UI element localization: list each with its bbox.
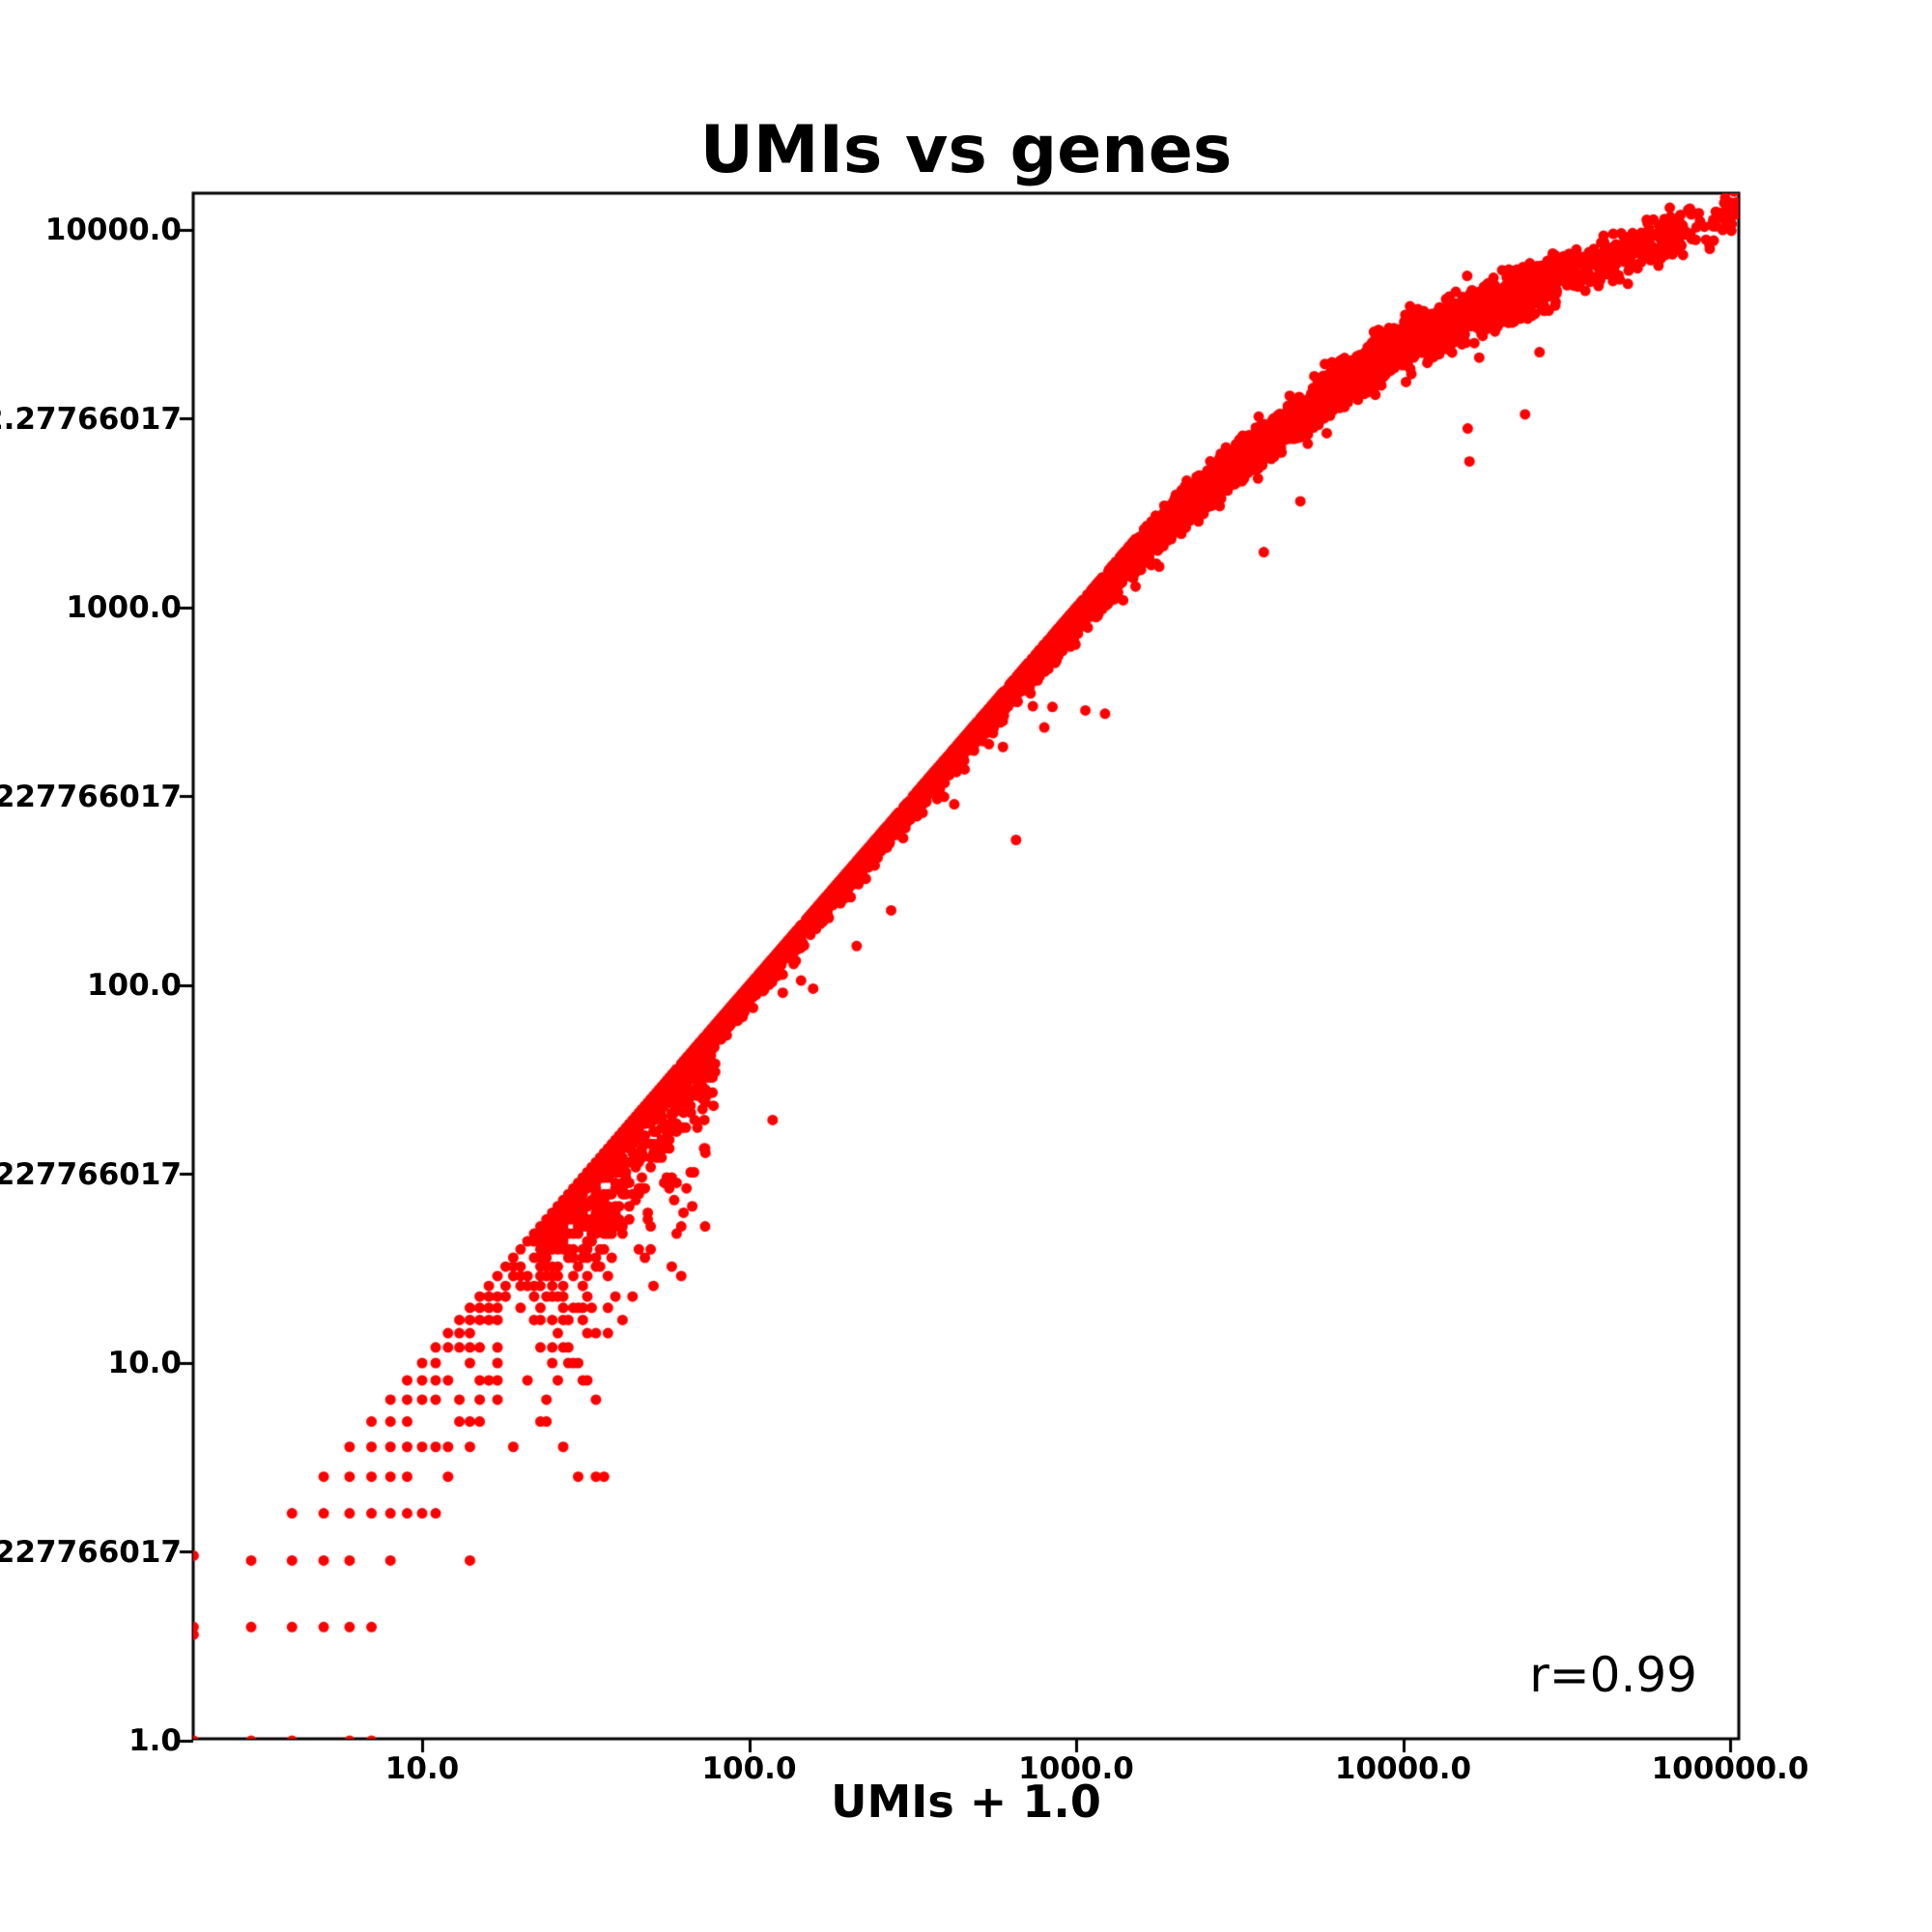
x-axis-label: UMIs + 1.0 (831, 1776, 1101, 1828)
y-tick-label: 3162.27766017 (0, 401, 182, 437)
x-tick-label: 10.0 (384, 1751, 460, 1786)
y-tick-label: 1.0 (128, 1723, 182, 1758)
y-tick-label: 3.16227766017 (0, 1534, 182, 1570)
x-tick-label: 10000.0 (1334, 1751, 1472, 1786)
plot-title: UMIs vs genes (699, 112, 1233, 188)
y-tick-label: 10.0 (107, 1346, 183, 1380)
y-tick-label: 100.0 (86, 968, 182, 1003)
x-tick-label: 100.0 (701, 1751, 797, 1786)
y-tick-label: 1000.0 (66, 590, 182, 625)
x-tick-label: 1000.0 (1018, 1751, 1134, 1786)
y-tick-label: 31.6227766017 (0, 1156, 182, 1192)
x-tick-label: 100000.0 (1651, 1751, 1809, 1786)
y-tick-label: 10000.0 (44, 213, 182, 247)
y-tick-label: 316.227766017 (0, 779, 182, 814)
correlation-annotation: r=0.99 (1529, 1647, 1697, 1703)
